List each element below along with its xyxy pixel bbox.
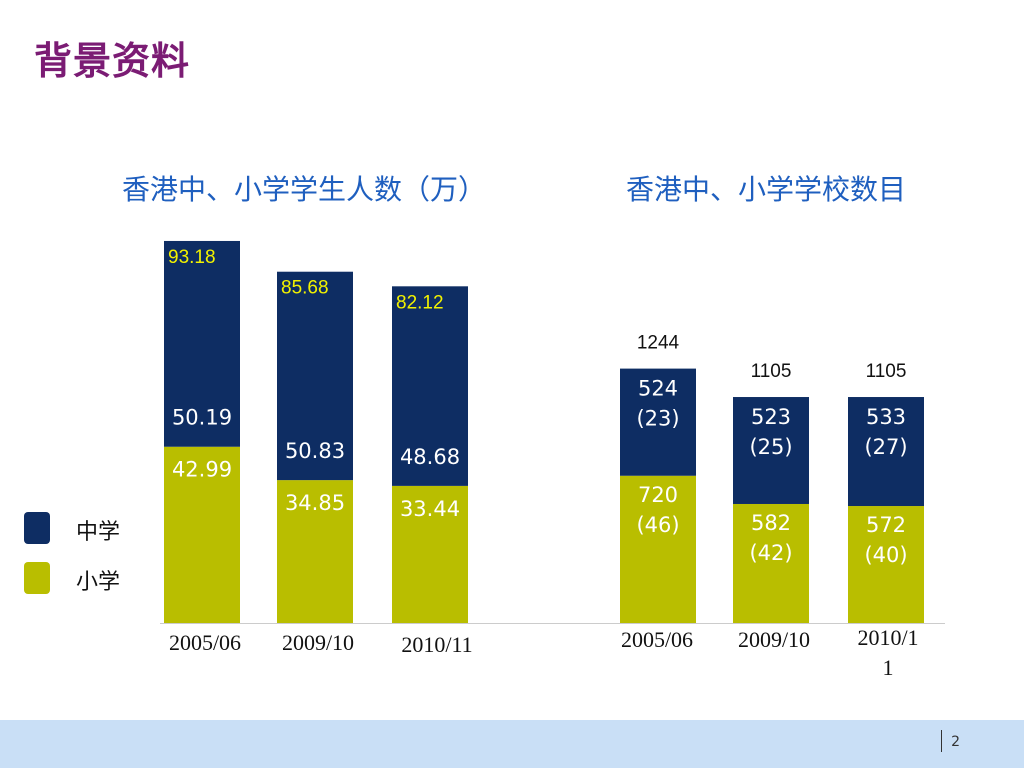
bar-schools-secondary-0 bbox=[620, 368, 696, 476]
total-label-schools-2: 1105 bbox=[866, 361, 907, 382]
bar-students-primary-1 bbox=[277, 480, 353, 623]
page-separator bbox=[941, 730, 942, 752]
total-label-students-0: 93.18 bbox=[168, 247, 216, 268]
page-number: 2 bbox=[951, 734, 960, 750]
bar-schools-primary-2 bbox=[848, 506, 924, 623]
legend-swatch-secondary bbox=[24, 512, 50, 544]
value-label-students-secondary-1: 50.83 bbox=[285, 439, 345, 463]
count-label-schools-secondary-2: (27) bbox=[864, 435, 907, 459]
bar-students-secondary-1 bbox=[277, 271, 353, 481]
x-tick-students-1: 2009/10 bbox=[282, 630, 354, 655]
value-label-students-primary-2: 33.44 bbox=[400, 497, 460, 521]
value-label-schools-secondary-1: 523 bbox=[751, 405, 791, 429]
bar-students-secondary-2 bbox=[392, 286, 468, 486]
legend-label-secondary: 中学 bbox=[76, 520, 121, 545]
value-label-schools-primary-1: 582 bbox=[751, 511, 791, 535]
bar-schools-secondary-1 bbox=[733, 397, 809, 504]
total-label-students-1: 85.68 bbox=[281, 278, 329, 299]
value-label-students-secondary-0: 50.19 bbox=[172, 406, 232, 430]
footer-bar: 2 bbox=[0, 720, 1024, 768]
legend-swatch-primary bbox=[24, 562, 50, 594]
x-tick-students-0: 2005/06 bbox=[169, 630, 241, 655]
x-tick-students-2: 2010/11 bbox=[401, 632, 472, 657]
x-tick-schools-1: 2009/10 bbox=[738, 627, 810, 652]
value-label-schools-secondary-2: 533 bbox=[866, 405, 906, 429]
count-label-schools-primary-2: (40) bbox=[864, 543, 907, 567]
bar-students-secondary-0 bbox=[164, 240, 240, 447]
count-label-schools-secondary-0: (23) bbox=[636, 407, 679, 431]
count-label-schools-primary-0: (46) bbox=[636, 513, 679, 537]
count-label-schools-primary-1: (42) bbox=[749, 541, 792, 565]
bar-schools-primary-1 bbox=[733, 503, 809, 623]
value-label-students-primary-1: 34.85 bbox=[285, 491, 345, 515]
bar-schools-primary-0 bbox=[620, 475, 696, 623]
value-label-students-primary-0: 42.99 bbox=[172, 458, 232, 482]
value-label-students-secondary-2: 48.68 bbox=[400, 445, 460, 469]
count-label-schools-secondary-1: (25) bbox=[749, 435, 792, 459]
slide-title: 背景资料 bbox=[34, 39, 191, 83]
legend-label-primary: 小学 bbox=[76, 570, 121, 595]
value-label-schools-primary-2: 572 bbox=[866, 513, 906, 537]
chart-title-schools: 香港中、小学学校数目 bbox=[626, 173, 907, 206]
x-tick-schools-0: 2005/06 bbox=[621, 627, 693, 652]
total-label-students-2: 82.12 bbox=[396, 292, 444, 313]
bar-schools-secondary-2 bbox=[848, 397, 924, 507]
charts-canvas: 93.18 50.19 42.99 85.68 50.83 34.85 82.12 48.68… bbox=[160, 240, 945, 680]
total-label-schools-0: 1244 bbox=[637, 333, 680, 354]
value-label-schools-primary-0: 720 bbox=[638, 483, 678, 507]
bar-students-primary-0 bbox=[164, 446, 240, 623]
bar-students-primary-2 bbox=[392, 485, 468, 623]
chart-title-students: 香港中、小学学生人数（万） bbox=[122, 173, 487, 206]
total-label-schools-1: 1105 bbox=[751, 361, 792, 382]
value-label-schools-secondary-0: 524 bbox=[638, 377, 678, 401]
x-tick-schools-2: 2010/1 1 bbox=[857, 625, 918, 680]
